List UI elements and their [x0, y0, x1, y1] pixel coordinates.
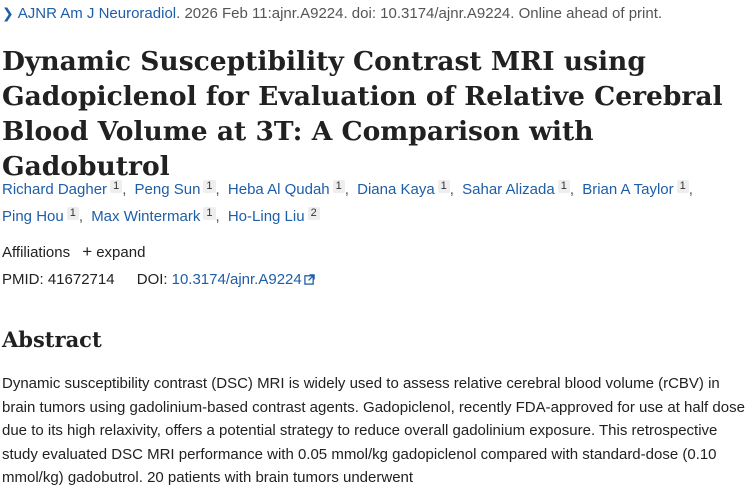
author-separator: ,	[688, 181, 693, 198]
author-item: Richard Dagher 1	[2, 180, 123, 198]
author-separator: ,	[122, 181, 127, 198]
journal-link[interactable]: AJNR Am J Neuroradiol	[17, 5, 177, 22]
affiliation-ref[interactable]: 1	[437, 180, 450, 193]
affiliation-ref[interactable]: 1	[557, 180, 570, 193]
author-item: Peng Sun 1	[134, 180, 216, 198]
author-separator: ,	[215, 208, 220, 225]
pmid-value: 41672714	[47, 271, 115, 288]
affiliation-ref[interactable]: 1	[66, 207, 79, 220]
author-item: Brian A Taylor 1	[582, 180, 689, 198]
citation-line: ❯ AJNR Am J Neuroradiol. 2026 Feb 11:ajnr…	[2, 5, 662, 22]
abstract-text: Dynamic susceptibility contrast (DSC) MR…	[2, 375, 745, 487]
author-separator: ,	[215, 181, 220, 198]
abstract-heading: Abstract	[2, 327, 102, 352]
author-link[interactable]: Max Wintermark	[91, 208, 201, 225]
affiliation-ref[interactable]: 1	[203, 180, 216, 193]
identifiers-row: PMID: 41672714 DOI: 10.3174/ajnr.A9224	[2, 271, 315, 288]
affiliation-ref[interactable]: 1	[203, 207, 216, 220]
chevron-right-icon[interactable]: ❯	[2, 5, 14, 21]
affiliations-row: Affiliations + expand	[2, 242, 145, 262]
author-list: Richard Dagher 1, Peng Sun 1, Heba Al Quda…	[2, 176, 747, 230]
external-link-icon	[304, 274, 315, 285]
author-separator: ,	[569, 181, 575, 198]
author-link[interactable]: Brian A Taylor	[582, 181, 674, 198]
author-link[interactable]: Ho-Ling Liu	[227, 208, 305, 225]
author-item: Ping Hou 1	[2, 207, 79, 225]
doi-value: 10.3174/ajnr.A9224	[171, 271, 302, 288]
expand-label: expand	[96, 244, 146, 261]
author-link[interactable]: Sahar Alizada	[462, 181, 555, 198]
citation-details: . 2026 Feb 11:ajnr.A9224. doi: 10.3174/a…	[176, 5, 663, 22]
article-title: Dynamic Susceptibility Contrast MRI usin…	[2, 46, 723, 182]
plus-icon: +	[82, 242, 93, 261]
affiliations-label: Affiliations	[2, 244, 71, 261]
author-link[interactable]: Ping Hou	[2, 208, 64, 225]
doi-label: DOI:	[136, 271, 168, 288]
author-separator: ,	[449, 181, 454, 198]
affiliation-ref[interactable]: 1	[676, 180, 689, 193]
author-item: Heba Al Qudah 1	[227, 180, 345, 198]
author-item: Max Wintermark 1	[91, 207, 216, 225]
author-link[interactable]: Diana Kaya	[357, 181, 435, 198]
author-separator: ,	[78, 208, 84, 225]
author-item: Sahar Alizada 1	[462, 180, 570, 198]
affiliation-ref[interactable]: 1	[332, 180, 345, 193]
author-separator: ,	[344, 181, 349, 198]
affiliation-ref[interactable]: 2	[307, 207, 320, 220]
doi-link[interactable]: 10.3174/ajnr.A9224	[172, 271, 315, 288]
author-link[interactable]: Peng Sun	[134, 181, 201, 198]
author-item: Diana Kaya 1	[357, 180, 450, 198]
affiliation-ref[interactable]: 1	[110, 180, 123, 193]
pmid-label: PMID:	[2, 271, 44, 288]
author-item: Ho-Ling Liu 2	[227, 207, 320, 225]
author-link[interactable]: Heba Al Qudah	[227, 181, 330, 198]
expand-affiliations-button[interactable]: + expand	[82, 242, 146, 261]
author-link[interactable]: Richard Dagher	[2, 181, 108, 198]
